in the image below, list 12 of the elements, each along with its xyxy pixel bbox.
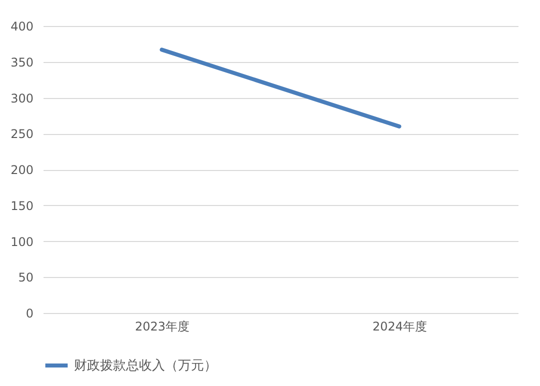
y-tick-label: 350 [10,55,34,70]
y-tick-label: 150 [10,198,34,213]
y-tick-label: 300 [10,91,34,106]
y-tick-label: 400 [10,20,34,34]
y-tick-label: 100 [10,234,34,249]
x-tick-label: 2023年度 [134,320,190,334]
y-tick-label: 50 [18,270,34,285]
y-tick-label: 200 [10,163,34,177]
legend-label: 财政拨款总收入（万元） [74,358,217,374]
y-tick-label: 0 [26,306,34,320]
x-tick-label: 2024年度 [372,320,428,334]
y-tick-label: 250 [10,127,34,142]
